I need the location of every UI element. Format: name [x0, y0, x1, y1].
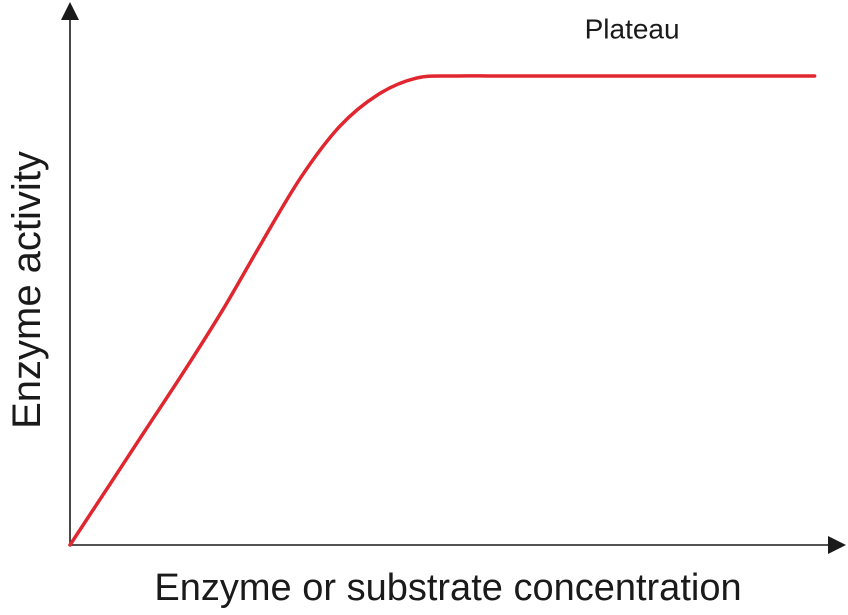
x-axis-label: Enzyme or substrate concentration — [154, 567, 741, 609]
y-axis-arrow-icon — [61, 2, 79, 20]
plateau-annotation: Plateau — [585, 14, 680, 45]
x-axis-arrow-icon — [828, 536, 846, 554]
series-line — [68, 74, 817, 547]
data-points — [68, 74, 817, 547]
y-axis-label: Enzyme activity — [5, 151, 49, 429]
